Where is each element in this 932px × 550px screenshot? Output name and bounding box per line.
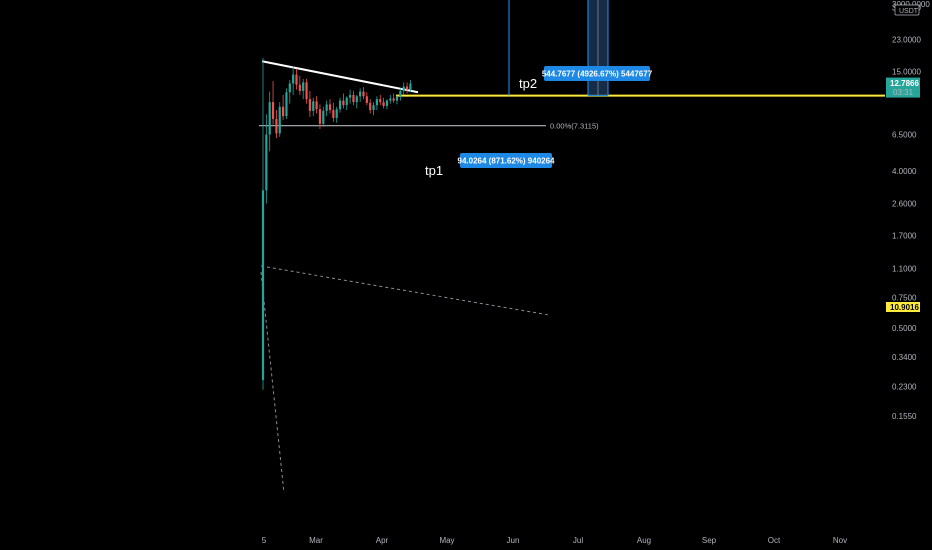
candle-body [265, 134, 268, 191]
fib-level-label: 0.00%(7.3115) [550, 122, 599, 131]
candle-body [271, 102, 275, 119]
price-tick-label: 0.5000 [892, 324, 917, 333]
candle-body [355, 96, 358, 103]
candle-body [379, 99, 382, 103]
price-tick-label: 1.7000 [892, 232, 917, 241]
candle-body [315, 101, 318, 110]
measure-tp2-label: 544.7677 (4926.67%) 5447677 [542, 70, 653, 79]
wedge-dashed-upper [260, 265, 550, 316]
candle-body [385, 100, 389, 106]
candle-body [392, 98, 395, 101]
time-tick-label: 5 [262, 536, 267, 545]
wedge-dashed-diagonal [260, 271, 285, 494]
time-tick-label: Mar [309, 536, 323, 545]
candle-body [389, 98, 392, 101]
annotation-tp2: tp2 [519, 76, 537, 91]
candle-body [335, 109, 338, 118]
measure-tp2-badge [544, 66, 650, 81]
measure-tp1-label: 94.0264 (871.62%) 940264 [458, 157, 556, 166]
time-tick-label: Jun [507, 536, 520, 545]
price-tick-label: 1.1000 [892, 264, 917, 273]
price-tick-label: 0.2300 [892, 382, 917, 391]
measure-layer[interactable]: 94.0264 (871.62%) 940264 544.7677 (4926.6… [458, 0, 653, 168]
candle-body [288, 83, 291, 93]
candle-body [399, 90, 402, 98]
candle-body [342, 100, 345, 106]
price-axis[interactable]: 2000.00001300.0000850.0000570.0000370.00… [886, 0, 930, 421]
candle-body [375, 99, 378, 106]
price-tick-label: 23.0000 [892, 35, 921, 44]
time-tick-label: May [439, 536, 454, 545]
candle-body [305, 82, 308, 100]
price-tick-label-top: 3000.0000 [892, 0, 930, 9]
level-badge [886, 302, 920, 312]
time-tick-label: Apr [376, 536, 389, 545]
candle-body [292, 74, 295, 84]
price-tick-label: 4.0000 [892, 167, 917, 176]
candle-body [278, 106, 281, 134]
candle-body [322, 110, 325, 124]
price-tick-label: 15.0000 [892, 68, 921, 77]
candle-body [285, 92, 288, 117]
unit-box [894, 4, 920, 16]
candle-body [402, 86, 405, 91]
price-tick-label: 0.3400 [892, 353, 917, 362]
candle-body [318, 109, 322, 124]
candle-body [302, 82, 305, 91]
candle-body [405, 86, 409, 90]
candle-body [352, 94, 355, 103]
candle-body [282, 106, 285, 117]
candle-body [362, 91, 365, 97]
time-tick-label: Sep [702, 536, 717, 545]
measure-tp1-badge [460, 153, 552, 168]
wedge-upper-trendline [261, 60, 419, 94]
candle-body [365, 96, 368, 103]
time-tick-label: Jul [573, 536, 583, 545]
price-tick-label: 0.7500 [892, 293, 917, 302]
annotation-tp1: tp1 [425, 163, 443, 178]
fib-retracement[interactable]: 127.20%(1816.2552)100.00%(558.4247)61.80… [259, 0, 885, 131]
candle-body [395, 97, 399, 101]
price-tick-label: 6.5000 [892, 131, 917, 140]
candle-body [359, 91, 362, 97]
level-badge-value: 10.9016 [890, 303, 919, 312]
last-price-countdown: 03:31 [893, 88, 914, 97]
time-tick-label: Aug [637, 536, 651, 545]
candle-body [268, 102, 271, 135]
candle-body [349, 94, 352, 98]
unit-label: USDT [899, 8, 919, 15]
candle-body [345, 97, 348, 106]
last-price-value: 12.7866 [890, 79, 919, 88]
candle-body [332, 110, 335, 118]
annotations-layer: tp1 tp2 [425, 76, 537, 178]
candle-body [275, 118, 278, 134]
last-price-badge [886, 77, 920, 98]
candle-body [308, 99, 311, 111]
candle-body [295, 74, 298, 85]
candle-body [372, 105, 375, 111]
candle-body [325, 104, 328, 111]
candle-body [298, 84, 301, 91]
candle-body [382, 102, 385, 106]
candle-body [312, 101, 315, 111]
time-tick-label: Oct [768, 536, 781, 545]
candle-body [328, 104, 332, 111]
candle-body [409, 83, 412, 90]
price-tick-label: 2.6000 [892, 200, 917, 209]
candle-body [261, 190, 265, 381]
candle-body [369, 102, 372, 111]
candle-body [338, 100, 342, 110]
time-axis[interactable]: 5 Mar Apr May Jun Jul Aug Sep Oct Nov [262, 536, 847, 545]
price-tick-label: 0.1550 [892, 412, 917, 421]
time-tick-label: Nov [833, 536, 847, 545]
candles-layer [261, 57, 412, 390]
wedge-layer [260, 60, 550, 494]
